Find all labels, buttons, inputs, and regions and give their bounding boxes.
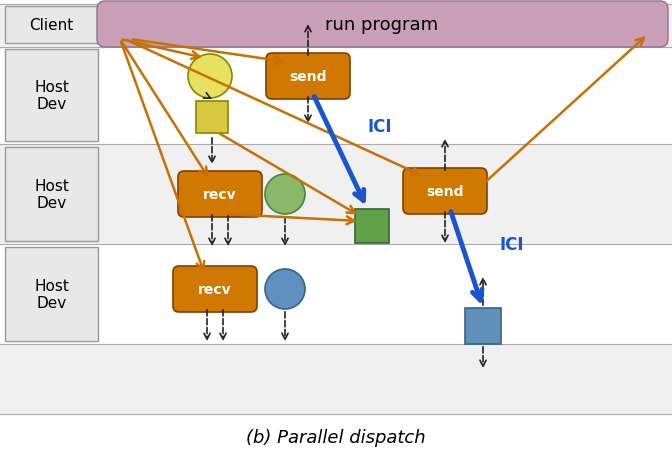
Text: recv: recv	[203, 188, 237, 202]
FancyBboxPatch shape	[5, 50, 98, 142]
Text: Host
Dev: Host Dev	[34, 179, 69, 211]
Text: send: send	[289, 70, 327, 84]
Text: ICI: ICI	[500, 235, 525, 253]
FancyBboxPatch shape	[266, 54, 350, 100]
Text: run program: run program	[325, 16, 439, 34]
Text: ICI: ICI	[368, 118, 392, 136]
Text: Host
Dev: Host Dev	[34, 278, 69, 311]
Bar	[0, 48, 672, 145]
Circle shape	[188, 55, 232, 99]
FancyBboxPatch shape	[196, 102, 228, 134]
FancyBboxPatch shape	[178, 172, 262, 218]
Text: send: send	[426, 185, 464, 199]
FancyBboxPatch shape	[5, 7, 98, 44]
FancyBboxPatch shape	[5, 247, 98, 341]
Text: Host
Dev: Host Dev	[34, 79, 69, 112]
Bar	[0, 5, 672, 48]
Bar	[0, 245, 672, 344]
FancyBboxPatch shape	[97, 2, 668, 48]
Text: (b) Parallel dispatch: (b) Parallel dispatch	[246, 428, 426, 446]
FancyBboxPatch shape	[403, 168, 487, 214]
FancyBboxPatch shape	[465, 308, 501, 344]
Bar	[0, 344, 672, 414]
FancyBboxPatch shape	[5, 148, 98, 241]
Bar	[0, 145, 672, 245]
Circle shape	[265, 174, 305, 214]
FancyBboxPatch shape	[355, 210, 389, 243]
Text: Client: Client	[30, 18, 74, 33]
FancyBboxPatch shape	[173, 266, 257, 312]
Circle shape	[265, 269, 305, 309]
Text: recv: recv	[198, 282, 232, 297]
